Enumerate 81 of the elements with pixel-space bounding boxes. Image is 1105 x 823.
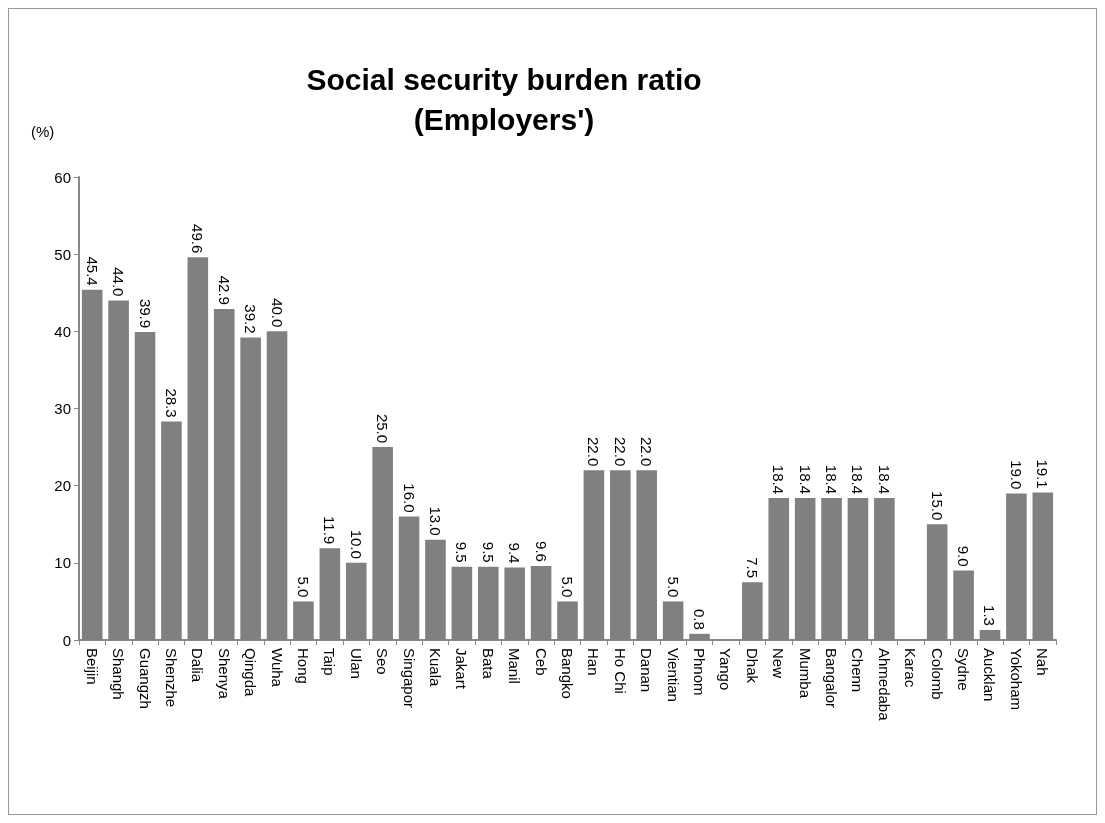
data-label: 9.5 bbox=[479, 541, 497, 563]
x-tick-label: Nah bbox=[1034, 648, 1052, 676]
x-tick-label: Bangalor bbox=[823, 648, 841, 709]
x-tick-label: Dalia bbox=[189, 648, 207, 683]
data-label: 18.4 bbox=[875, 464, 893, 495]
data-label: 18.4 bbox=[770, 464, 788, 495]
data-label: 1.3 bbox=[981, 605, 999, 626]
y-tick-label: 0 bbox=[62, 631, 71, 649]
data-label: 49.6 bbox=[189, 224, 207, 254]
x-tick-label: Ceb bbox=[532, 648, 550, 676]
data-label: 40.0 bbox=[268, 298, 286, 328]
x-tick-label: Shangh bbox=[110, 648, 128, 700]
data-label: 22.0 bbox=[611, 437, 629, 467]
data-label: 19.0 bbox=[1007, 460, 1025, 490]
data-label: 5.0 bbox=[559, 576, 576, 598]
data-label: 5.0 bbox=[294, 576, 312, 598]
x-tick-label: Chenn bbox=[849, 648, 867, 693]
x-tick-label: Yokoham bbox=[1007, 648, 1025, 710]
data-label: 45.4 bbox=[83, 256, 101, 286]
data-label: 13.0 bbox=[426, 506, 444, 536]
data-label: 9.4 bbox=[506, 542, 524, 564]
y-tick-label: 50 bbox=[54, 245, 71, 263]
data-label: 9.0 bbox=[955, 545, 973, 567]
x-tick-label: Seo bbox=[374, 648, 392, 675]
data-label: 16.0 bbox=[400, 483, 418, 513]
data-label: 15.0 bbox=[928, 491, 946, 521]
x-tick-label: Danan bbox=[638, 648, 656, 693]
data-label: 28.3 bbox=[162, 388, 180, 418]
data-label: 9.5 bbox=[453, 541, 471, 563]
y-tick-label: 30 bbox=[54, 400, 71, 417]
x-tick-label: Colomb bbox=[928, 648, 946, 700]
x-tick-label: Manil bbox=[506, 648, 524, 684]
x-tick-label: Singapor bbox=[400, 648, 418, 709]
x-tick-label: Beijin bbox=[83, 648, 101, 685]
x-tick-label: Wuha bbox=[268, 648, 286, 688]
data-label: 19.1 bbox=[1034, 459, 1052, 489]
x-tick-label: Guangzh bbox=[136, 648, 154, 709]
x-tick-label: Vientian bbox=[664, 648, 682, 702]
data-label: 9.6 bbox=[532, 541, 550, 562]
x-tick-label: Karac bbox=[902, 648, 920, 688]
chart-title: Social security burden ratio (Employers') bbox=[306, 62, 702, 136]
y-axis-title: (%) bbox=[31, 123, 55, 140]
data-label: 18.4 bbox=[849, 464, 867, 495]
data-label: 44.0 bbox=[110, 267, 128, 297]
x-tick-label: Qingda bbox=[242, 648, 260, 698]
data-label: 42.9 bbox=[215, 275, 233, 305]
x-tick-label: Taip bbox=[321, 648, 339, 676]
x-tick-label: New bbox=[770, 648, 788, 679]
data-label: 18.4 bbox=[796, 464, 814, 495]
x-tick-label: Sydne bbox=[955, 648, 973, 691]
y-tick-label: 20 bbox=[54, 477, 71, 495]
data-label: 5.0 bbox=[664, 576, 682, 598]
x-tick-label: Dhak bbox=[743, 648, 761, 684]
data-label: 0.8 bbox=[691, 608, 709, 630]
x-tick-label: Mumba bbox=[796, 648, 814, 699]
data-label: 25.0 bbox=[374, 413, 392, 444]
x-tick-label: Hong bbox=[294, 648, 312, 684]
x-tick-label: Ahmedaba bbox=[875, 648, 893, 722]
data-label: 7.5 bbox=[743, 557, 761, 579]
data-label: 22.0 bbox=[638, 437, 656, 467]
x-tick-label: Han bbox=[585, 648, 603, 676]
x-tick-label: Bata bbox=[479, 648, 497, 680]
data-label: 11.9 bbox=[321, 516, 339, 545]
x-tick-label: Phnom bbox=[691, 648, 709, 696]
data-label: 10.0 bbox=[347, 529, 365, 559]
y-tick-label: 40 bbox=[54, 322, 71, 340]
y-tick-label: 60 bbox=[54, 168, 71, 186]
data-label: 22.0 bbox=[585, 437, 603, 467]
x-tick-label: Jakart bbox=[453, 648, 471, 690]
x-tick-label: Bangko bbox=[559, 648, 576, 699]
x-tick-label: Kuala bbox=[426, 648, 444, 688]
data-label: 39.2 bbox=[242, 304, 260, 334]
x-tick-label: Shenzhe bbox=[162, 648, 180, 708]
data-label: 39.9 bbox=[136, 298, 154, 329]
y-tick-label: 10 bbox=[54, 554, 71, 572]
x-tick-label: Aucklan bbox=[981, 648, 999, 702]
x-tick-label: Ulan bbox=[347, 648, 365, 679]
data-label: 18.4 bbox=[823, 464, 841, 495]
x-tick-label: Ho Chi bbox=[611, 648, 629, 694]
x-tick-label: Yango bbox=[717, 648, 735, 691]
x-tick-label: Shenya bbox=[215, 648, 233, 700]
